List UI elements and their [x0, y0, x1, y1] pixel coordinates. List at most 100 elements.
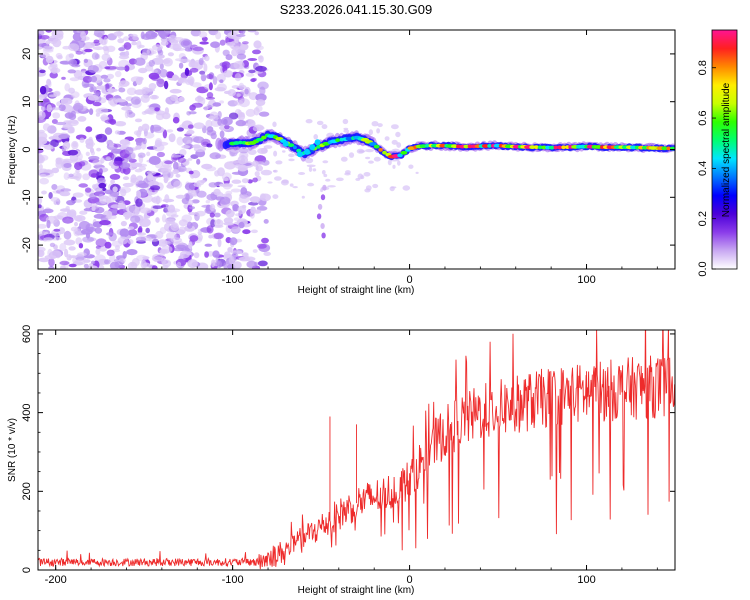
colorbar-tick-label: 0.4	[697, 161, 709, 176]
noise-cell	[132, 209, 140, 216]
noise-cell	[39, 85, 47, 95]
noise-cell	[321, 170, 326, 175]
noise-cell	[83, 58, 89, 64]
ridge-core	[487, 144, 492, 148]
noise-cell	[176, 136, 184, 146]
noise-cell	[70, 91, 80, 99]
noise-cell	[175, 58, 184, 62]
noise-cell	[224, 124, 230, 130]
noise-cell	[164, 194, 170, 204]
noise-cell	[141, 111, 147, 115]
noise-cell	[39, 35, 50, 40]
ridge-core	[261, 135, 267, 140]
noise-cell	[240, 158, 246, 164]
noise-cell	[163, 80, 169, 90]
noise-cell	[38, 250, 43, 256]
noise-cell	[130, 96, 142, 105]
noise-cell	[83, 263, 89, 269]
y-tick-label: 10	[21, 96, 33, 108]
noise-cell	[106, 45, 116, 52]
noise-cell	[184, 67, 190, 76]
noise-cell	[221, 116, 233, 126]
noise-cell	[85, 232, 91, 239]
noise-cell	[155, 217, 160, 223]
noise-cell	[169, 88, 182, 94]
noise-cell	[77, 116, 87, 122]
noise-cell	[201, 163, 213, 170]
noise-cell	[231, 226, 241, 233]
snr-series	[38, 330, 675, 570]
noise-cell	[84, 48, 93, 53]
noise-cell	[63, 239, 76, 246]
spectrogram-ridge	[215, 128, 675, 162]
noise-cell	[92, 159, 103, 166]
noise-cell	[205, 119, 213, 129]
noise-cell	[115, 245, 120, 250]
x-tick-label: 100	[577, 274, 595, 286]
noise-cell	[371, 121, 379, 127]
noise-cell	[254, 261, 259, 266]
noise-cell	[219, 196, 231, 205]
noise-cell	[240, 187, 248, 196]
noise-cell	[88, 155, 100, 161]
noise-cell	[345, 170, 351, 175]
ridge-core	[287, 143, 295, 148]
noise-cell	[68, 53, 75, 58]
noise-cell	[113, 143, 122, 148]
noise-cell	[106, 249, 115, 256]
noise-cell	[118, 80, 130, 87]
noise-cell	[245, 108, 256, 117]
noise-cell	[288, 158, 295, 162]
noise-cell	[170, 214, 179, 218]
snr-y-label: SNR (10 * v/v)	[7, 418, 18, 482]
noise-cell	[306, 164, 316, 168]
noise-cell	[225, 190, 233, 195]
noise-cell	[50, 67, 61, 74]
noise-cell	[308, 166, 313, 172]
noise-cell	[49, 107, 61, 111]
noise-cell	[387, 159, 392, 166]
noise-cell	[134, 168, 143, 173]
noise-cell	[148, 59, 155, 67]
noise-cell	[150, 124, 162, 132]
noise-cell	[38, 223, 47, 229]
ridge-core	[553, 145, 558, 150]
noise-cell	[124, 65, 130, 72]
noise-cell	[232, 261, 242, 269]
noise-cell	[67, 69, 77, 74]
noise-cell	[185, 131, 193, 135]
y-tick-label: 20	[21, 48, 33, 60]
noise-cell	[238, 82, 245, 91]
noise-cell	[83, 83, 95, 88]
noise-cell	[187, 124, 194, 129]
noise-cell	[392, 164, 396, 169]
noise-cell	[165, 232, 177, 240]
noise-cell	[164, 30, 171, 35]
noise-cell	[120, 220, 127, 227]
noise-cell	[106, 73, 115, 79]
noise-cell	[209, 152, 221, 160]
noise-cell	[122, 251, 127, 259]
noise-cell	[38, 196, 43, 205]
noise-cell	[376, 128, 380, 134]
noise-cell	[146, 170, 157, 175]
noise-cell	[151, 69, 158, 73]
noise-cell	[203, 63, 208, 72]
noise-cell	[204, 55, 210, 62]
noise-cell	[198, 31, 208, 38]
noise-cell	[90, 86, 97, 92]
noise-cell	[108, 97, 118, 106]
noise-cell	[178, 62, 184, 69]
noise-cell	[46, 219, 51, 229]
noise-cell	[402, 185, 411, 191]
noise-cell	[320, 188, 324, 193]
noise-cell	[125, 146, 134, 155]
noise-cell	[94, 227, 103, 234]
noise-cell	[62, 216, 74, 224]
noise-cell	[75, 216, 83, 222]
noise-cell	[117, 236, 129, 245]
noise-cell	[255, 93, 267, 102]
noise-cell	[89, 147, 95, 154]
noise-cell	[155, 113, 165, 121]
noise-cell	[98, 168, 103, 175]
